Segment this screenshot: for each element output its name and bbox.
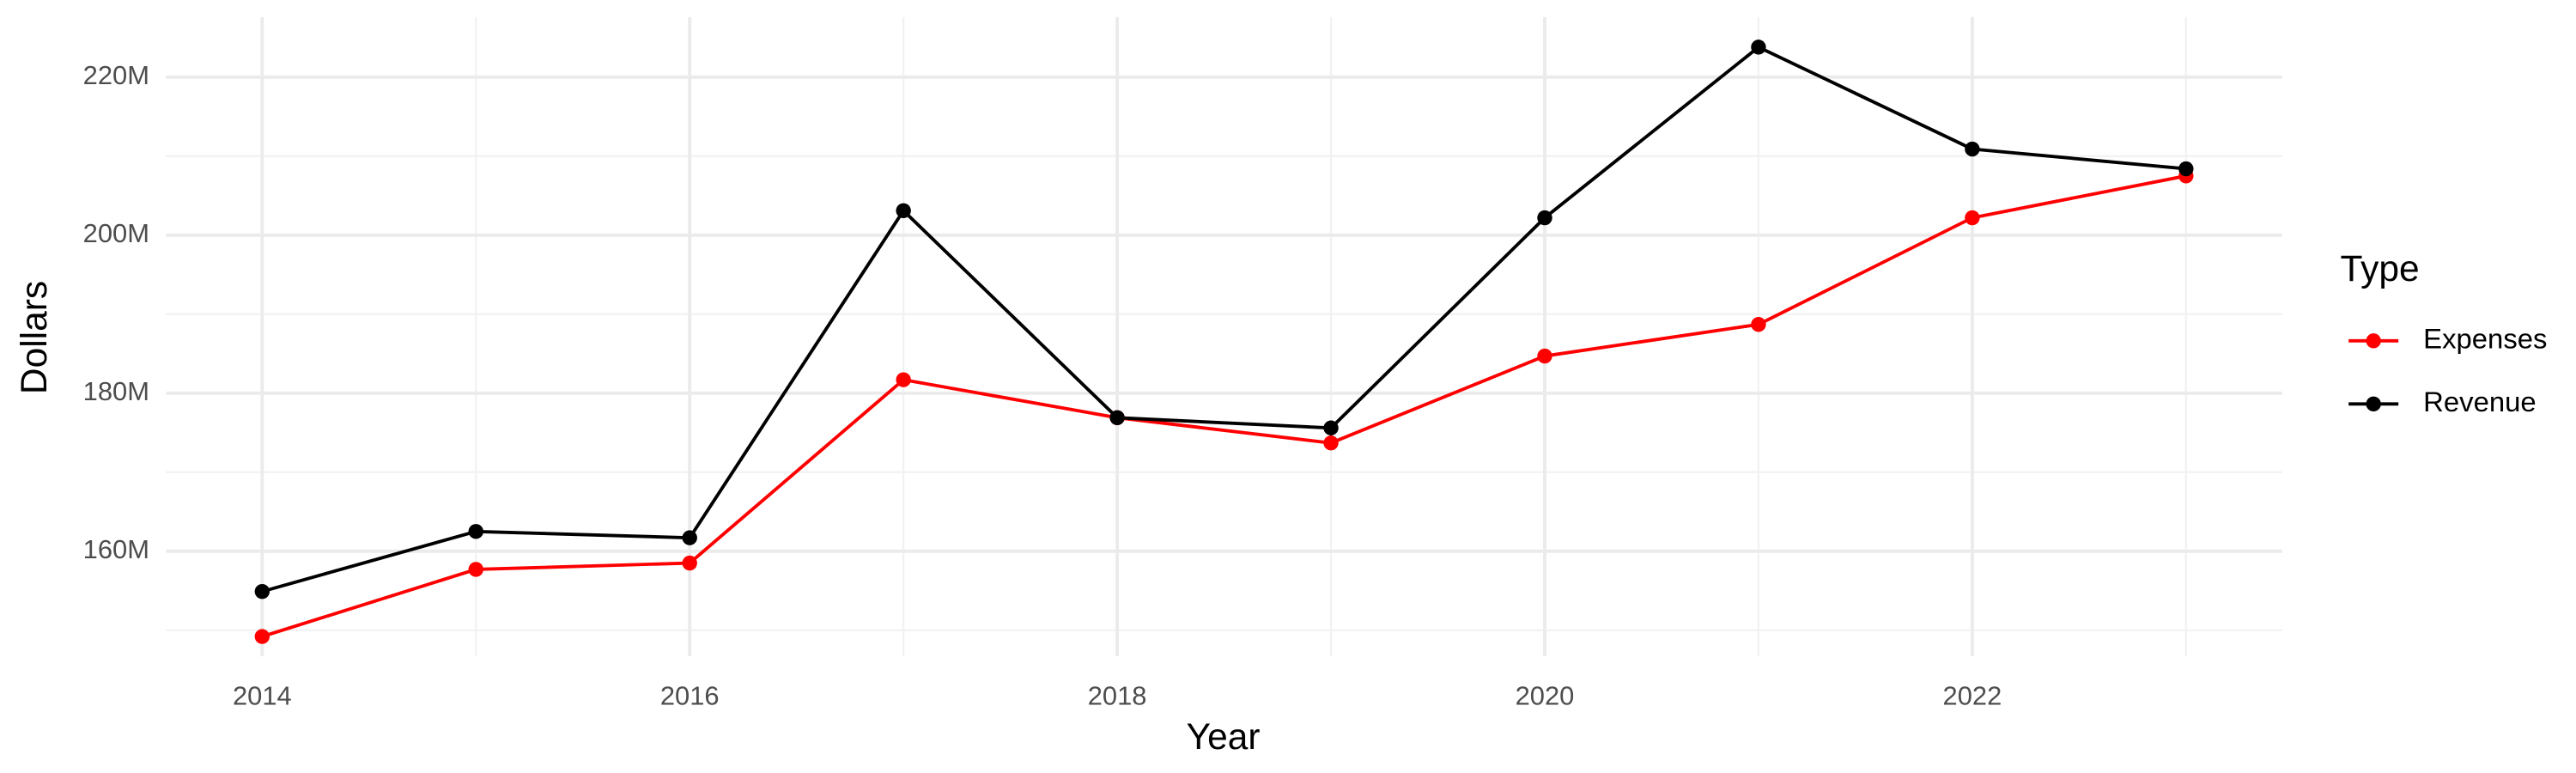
- y-tick-label: 220M: [83, 60, 149, 90]
- y-axis-title: Dollars: [15, 281, 55, 394]
- series-line: [261, 173, 2187, 638]
- x-tick-label: 2016: [660, 681, 720, 711]
- data-point: [1323, 420, 1339, 435]
- x-tick-label: 2014: [233, 681, 292, 711]
- data-point: [1751, 40, 1766, 55]
- y-tick-label: 200M: [83, 218, 149, 248]
- data-point: [254, 629, 270, 644]
- data-point: [468, 524, 483, 539]
- y-tick-label: 160M: [83, 534, 149, 564]
- x-tick-label: 2018: [1088, 681, 1147, 711]
- x-tick-label: 2022: [1943, 681, 2002, 711]
- y-tick-label: 180M: [83, 376, 149, 406]
- legend-title: Type: [2341, 249, 2420, 289]
- data-point: [254, 583, 270, 600]
- data-point: [1323, 435, 1339, 451]
- x-axis-title: Year: [1187, 717, 1261, 758]
- data-point: [1537, 348, 1552, 364]
- legend-label: Expenses: [2423, 323, 2547, 355]
- x-tick-label: 2020: [1516, 681, 1575, 711]
- legend-point: [2366, 396, 2381, 411]
- series-line: [261, 45, 2187, 593]
- data-point: [1109, 410, 1125, 425]
- data-point: [896, 203, 911, 218]
- legend-point: [2366, 333, 2381, 349]
- data-point: [682, 555, 697, 571]
- data-point: [1965, 141, 1980, 157]
- data-point: [896, 372, 911, 387]
- data-point: [468, 562, 483, 577]
- data-point: [2178, 161, 2194, 177]
- data-point: [1965, 210, 1980, 226]
- data-point: [1751, 317, 1766, 332]
- data-point: [682, 530, 697, 545]
- data-point: [1537, 210, 1552, 226]
- legend-label: Revenue: [2423, 386, 2537, 417]
